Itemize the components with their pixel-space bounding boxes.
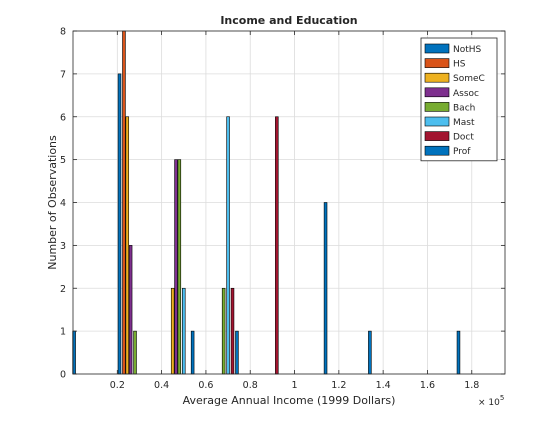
bar-bach <box>221 287 226 375</box>
x-tick-label: 1.6 <box>420 380 435 391</box>
x-axis-exponent: × 105 <box>478 394 504 408</box>
x-tick-label: 0.4 <box>154 380 169 391</box>
bar-hs <box>122 30 126 375</box>
y-tick-label: 6 <box>60 112 66 123</box>
x-tick-label: 1.2 <box>331 380 346 391</box>
legend-entry-label: Bach <box>453 103 475 113</box>
bar-prof <box>235 330 239 375</box>
bar-prof <box>323 202 328 375</box>
legend-swatch <box>424 102 450 112</box>
x-tick-label: 0.6 <box>198 380 213 391</box>
bar-doct <box>275 116 279 375</box>
y-tick-label: 5 <box>60 155 66 166</box>
x-axis-exponent-power: 5 <box>500 394 504 402</box>
bar-prof <box>368 330 372 375</box>
bar-noths <box>117 73 122 375</box>
legend-entry-label: Assoc <box>453 89 479 99</box>
legend-entry-label: HS <box>453 60 466 70</box>
y-tick-label: 7 <box>60 69 66 80</box>
bar-somec <box>125 116 130 375</box>
y-axis-label: Number of Observations <box>46 135 59 270</box>
bar-doct <box>230 287 235 375</box>
bar-prof <box>456 330 461 375</box>
legend-swatch <box>424 72 450 83</box>
y-tick-label: 2 <box>60 284 66 295</box>
bar-prof <box>190 330 195 375</box>
legend-swatch <box>424 131 450 141</box>
legend-swatch <box>424 87 450 98</box>
x-tick-label: 0.8 <box>243 380 258 391</box>
bar-bach <box>177 159 182 375</box>
x-tick-label: 1 <box>292 380 298 391</box>
legend: NotHS HS SomeC Assoc Bach Mast Doct Prof <box>420 37 498 162</box>
x-tick-label: 1.4 <box>376 380 391 391</box>
legend-swatch <box>424 116 450 127</box>
chart-title: Income and Education <box>220 14 357 27</box>
legend-entry-label: NotHS <box>453 45 482 55</box>
x-axis-exponent-base: × 10 <box>478 398 500 408</box>
y-tick-label: 8 <box>60 27 66 38</box>
bar-somec <box>170 287 175 375</box>
y-tick-label: 1 <box>60 327 66 338</box>
x-tick-label: 1.8 <box>464 380 479 391</box>
ticks-layer: 0.2 0.4 0.6 0.8 1 1.2 1.4 1.6 1.8 0 1 2 3 4 5 6 7 8 <box>60 27 505 391</box>
bar-mast <box>226 116 230 375</box>
bar-assoc <box>174 159 178 375</box>
x-axis-label: Average Annual Income (1999 Dollars) <box>183 394 396 407</box>
legend-swatch <box>424 145 450 156</box>
legend-entry-label: Doct <box>453 133 474 143</box>
bar-mast <box>182 287 186 375</box>
y-tick-label: 0 <box>60 370 66 381</box>
legend-entry-label: SomeC <box>453 74 485 84</box>
bar-bach <box>133 330 137 375</box>
x-tick-label: 0.2 <box>110 380 125 391</box>
bar-assoc <box>128 245 133 375</box>
y-tick-label: 3 <box>60 241 66 252</box>
legend-entry-label: Prof <box>453 147 471 157</box>
y-tick-label: 4 <box>60 198 66 209</box>
legend-swatch <box>424 58 450 68</box>
legend-entry-label: Mast <box>453 118 475 128</box>
legend-swatch <box>424 43 450 54</box>
